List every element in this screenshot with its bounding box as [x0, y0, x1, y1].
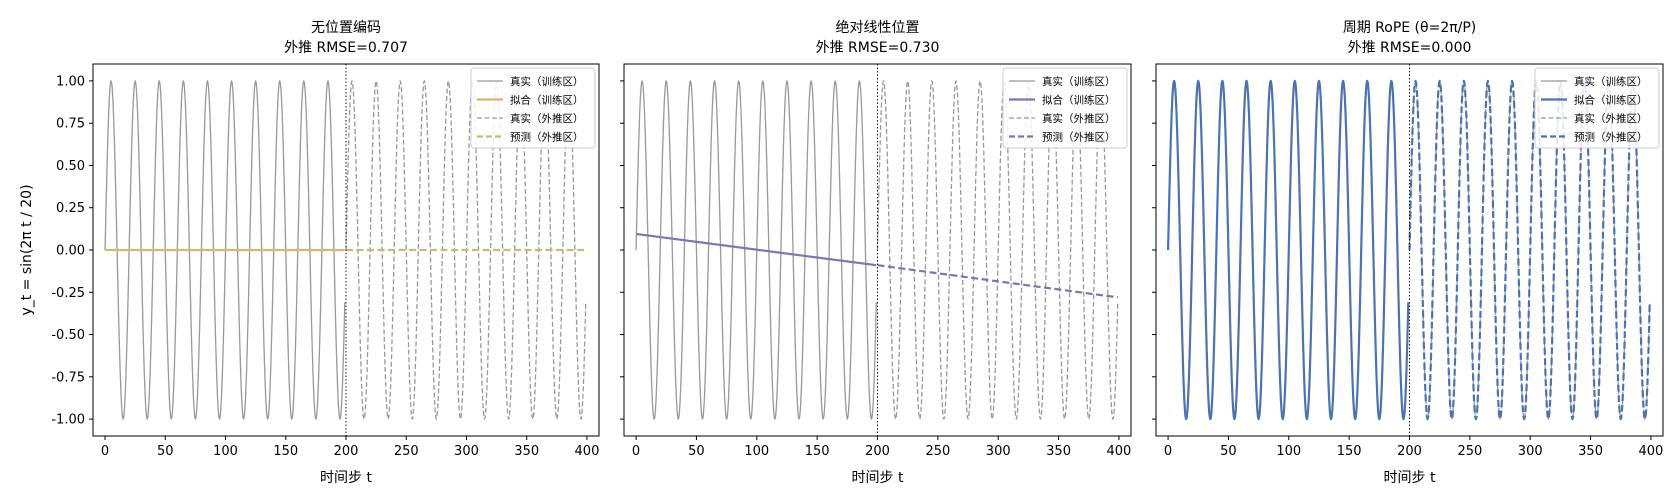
x-tick-label: 250: [925, 444, 950, 459]
x-tick-label: 150: [273, 444, 298, 459]
panel-title: 无位置编码: [311, 20, 381, 36]
x-axis-label: 时间步 t: [852, 470, 904, 486]
legend-label: 真实（训练区）: [1042, 75, 1116, 88]
x-tick-label: 100: [213, 444, 238, 459]
x-tick-label: 350: [1578, 444, 1603, 459]
plot-area: [635, 80, 1119, 420]
y-tick-label: 1.00: [56, 74, 85, 89]
series-line-1: [635, 80, 877, 420]
series-line-3: [345, 80, 587, 420]
legend-box: [1534, 67, 1660, 149]
legend-box: [470, 67, 596, 149]
y-tick-label: -0.75: [51, 370, 85, 385]
y-tick-label: 0.25: [56, 201, 85, 216]
series-line-4: [877, 264, 1118, 299]
plot-area: [104, 80, 587, 420]
y-tick-label: 0.00: [56, 244, 85, 259]
x-tick-label: 100: [1276, 444, 1301, 459]
x-tick-label: 200: [334, 444, 359, 459]
legend-label: 真实（外推区）: [510, 112, 584, 125]
legend-label: 真实（训练区）: [1574, 75, 1648, 88]
legend: 真实（训练区） 拟合（训练区） 真实（外推区） 预测（外推区）: [1534, 67, 1660, 149]
y-tick-label: -0.50: [51, 328, 85, 343]
series-line-2: [635, 232, 877, 267]
x-tick-label: 0: [632, 444, 640, 459]
panel-3: 周期 RoPE (θ=2π/P) 外推 RMSE=0.000 0 50 100 150 20…: [1152, 20, 1664, 486]
x-tick-label: 200: [865, 444, 890, 459]
x-tick-label: 350: [514, 444, 539, 459]
x-tick-label: 50: [688, 444, 705, 459]
legend: 真实（训练区） 拟合（训练区） 真实（外推区） 预测（外推区）: [1002, 67, 1128, 149]
series-line-1: [104, 80, 346, 420]
legend-label: 拟合（训练区）: [510, 93, 584, 106]
x-axis-label: 时间步 t: [320, 470, 372, 486]
x-tick-label: 400: [1639, 444, 1664, 459]
y-tick-label: 0.75: [56, 117, 85, 132]
x-tick-label: 250: [394, 444, 419, 459]
series-line-2: [1166, 79, 1410, 421]
x-tick-label: 0: [101, 444, 109, 459]
x-tick-label: 250: [1457, 444, 1482, 459]
series-line-3: [876, 80, 1119, 420]
legend-label: 预测（外推区）: [1042, 130, 1116, 143]
x-tick-label: 200: [1397, 444, 1422, 459]
x-tick-label: 300: [986, 444, 1011, 459]
x-tick-label: 0: [1164, 444, 1172, 459]
x-tick-label: 350: [1046, 444, 1071, 459]
panel-subtitle: 外推 RMSE=0.000: [1348, 40, 1472, 56]
x-tick-label: 150: [1337, 444, 1362, 459]
legend-box: [1002, 67, 1128, 149]
y-tick-label: 0.50: [56, 159, 85, 174]
x-tick-label: 300: [454, 444, 479, 459]
x-tick-label: 50: [1220, 444, 1237, 459]
legend-label: 拟合（训练区）: [1574, 93, 1648, 106]
y-tick-label: -0.25: [51, 286, 85, 301]
x-axis-label: 时间步 t: [1384, 470, 1436, 486]
panel-title: 周期 RoPE (θ=2π/P): [1343, 20, 1477, 36]
x-tick-label: 300: [1518, 444, 1543, 459]
y-axis-label: y_t = sin(2π t / 20): [19, 184, 35, 315]
legend-label: 真实（外推区）: [1574, 112, 1648, 125]
legend-label: 预测（外推区）: [510, 130, 584, 143]
x-tick-label: 150: [805, 444, 830, 459]
legend: 真实（训练区） 拟合（训练区） 真实（外推区） 预测（外推区）: [470, 67, 596, 149]
panel-subtitle: 外推 RMSE=0.730: [816, 40, 940, 56]
y-tick-label: -1.00: [51, 413, 85, 428]
x-tick-label: 100: [744, 444, 769, 459]
panel-title: 绝对线性位置: [836, 20, 920, 36]
x-tick-label: 400: [1107, 444, 1132, 459]
panel-subtitle: 外推 RMSE=0.707: [284, 40, 408, 56]
legend-label: 预测（外推区）: [1574, 130, 1648, 143]
x-tick-label: 400: [575, 444, 600, 459]
legend-label: 真实（外推区）: [1042, 112, 1116, 125]
legend-label: 拟合（训练区）: [1042, 93, 1116, 106]
x-tick-label: 50: [157, 444, 174, 459]
legend-label: 真实（训练区）: [510, 75, 584, 88]
